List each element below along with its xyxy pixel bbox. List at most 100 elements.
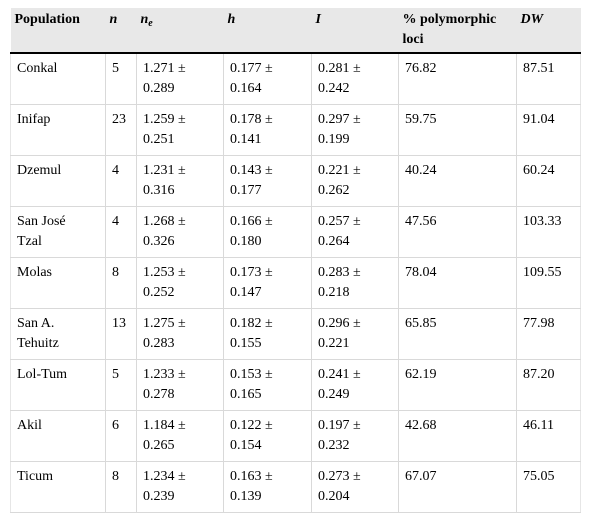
- table-row: Dzemul 4 1.231 ±0.316 0.143 ±0.177 0.221 ±0.…: [10, 155, 581, 207]
- header-polymorphic: % polymorphic loci: [398, 8, 517, 54]
- cell-h-line: 0.177: [230, 182, 262, 198]
- table-row: San A. Tehuitz 13 1.275 ±0.283 0.182 ±0.155 0…: [10, 308, 581, 360]
- cell-h-line: 0.182 ±: [230, 315, 273, 331]
- cell-n-line: 5: [112, 61, 119, 76]
- cell-h-line: 0.173 ±: [230, 264, 273, 280]
- cell-ne: 1.184 ± 0.265: [136, 410, 224, 462]
- table-row: Inifap 23 1.259 ±0.251 0.178 ±0.141 0.297 ±0…: [10, 104, 581, 156]
- header-i-label: I: [315, 12, 321, 27]
- cell-i: 0.241 ± 0.249: [311, 359, 399, 411]
- cell-population-line: San A.: [17, 315, 55, 331]
- cell-population: Akil: [10, 410, 106, 462]
- cell-n: 5: [105, 359, 137, 411]
- cell-h: 0.182 ± 0.155: [223, 308, 312, 360]
- cell-n: 8: [105, 257, 137, 309]
- cell-dw: 60.24: [516, 155, 581, 207]
- diversity-table: Population n ne h I % polymorphic loci DW…: [10, 8, 581, 513]
- header-n: n: [105, 8, 137, 54]
- cell-i-line: 0.281 ±: [318, 61, 361, 76]
- cell-ne-line: 0.278: [143, 386, 175, 402]
- cell-ne-line: 1.234 ±: [143, 468, 186, 484]
- cell-i: 0.283 ± 0.218: [311, 257, 399, 309]
- table-row: Ticum 8 1.234 ± 0.239 0.163 ± 0.139 0.273 ±0.2…: [10, 461, 581, 513]
- cell-dw: 77.98: [516, 308, 581, 360]
- header-dw: DW: [516, 8, 581, 54]
- cell-population-line: Conkal: [17, 61, 58, 76]
- header-dw-label: DW: [520, 12, 544, 27]
- cell-h-line: 0.163 ±: [230, 468, 273, 484]
- cell-population-line: Tehuitz: [17, 335, 59, 351]
- cell-polymorphic: 78.04: [398, 257, 517, 309]
- cell-i: 0.257 ± 0.264: [311, 206, 399, 258]
- cell-i-line: 0.283 ±: [318, 264, 361, 280]
- cell-population-line: Ticum: [17, 468, 54, 484]
- cell-h-line: 0.143 ±: [230, 162, 273, 178]
- cell-i-line: 0.221 ±: [318, 162, 361, 178]
- cell-population-line: Tzal: [17, 233, 42, 249]
- cell-h-line: 0.166 ±: [230, 213, 273, 229]
- header-ne: ne: [136, 8, 224, 54]
- cell-dw: 87.51: [516, 53, 581, 105]
- cell-i: 0.273 ± 0.204: [311, 461, 399, 513]
- cell-ne: 1.231 ± 0.316: [136, 155, 224, 207]
- cell-polymorphic: 67.07: [398, 461, 517, 513]
- cell-h: 0.173 ± 0.147: [223, 257, 312, 309]
- cell-dw: 109.55: [516, 257, 581, 309]
- cell-population: Molas: [10, 257, 106, 309]
- cell-dw-line: 103.33: [523, 213, 562, 229]
- cell-dw: 87.20: [516, 359, 581, 411]
- cell-polymorphic: 62.19: [398, 359, 517, 411]
- cell-dw-line: 109.55: [523, 264, 562, 280]
- cell-ne-line: 0.283: [143, 335, 175, 351]
- cell-n-line: 8: [112, 264, 119, 280]
- cell-polymorphic: 65.85: [398, 308, 517, 360]
- cell-n-line: 6: [112, 417, 119, 433]
- cell-n: 8: [105, 461, 137, 513]
- cell-h-line: 0.178 ±: [230, 111, 273, 127]
- cell-n-line: 4: [112, 162, 119, 178]
- cell-dw-line: 46.11: [523, 417, 554, 433]
- cell-i-line: 0.204: [318, 488, 350, 504]
- cell-h-line: 0.153 ±: [230, 366, 273, 382]
- cell-n: 6: [105, 410, 137, 462]
- cell-n: 4: [105, 206, 137, 258]
- cell-i-line: 0.264: [318, 233, 350, 249]
- cell-polymorphic: 42.68: [398, 410, 517, 462]
- cell-ne-line: 1.253 ±: [143, 264, 186, 280]
- cell-dw-line: 75.05: [523, 468, 555, 484]
- cell-h-line: 0.165: [230, 386, 262, 402]
- cell-ne-line: 0.252: [143, 284, 175, 300]
- cell-population-line: Inifap: [17, 111, 51, 127]
- cell-n-line: 23: [112, 111, 126, 127]
- cell-n-line: 4: [112, 213, 119, 229]
- cell-population-line: Lol-Tum: [17, 366, 68, 382]
- cell-ne-line: 0.239: [143, 488, 175, 504]
- cell-i-line: 0.221: [318, 335, 350, 351]
- header-h-label: h: [227, 12, 236, 27]
- cell-polymorphic-line: 78.04: [405, 264, 437, 280]
- cell-i-line: 0.249: [318, 386, 350, 402]
- cell-h-line: 0.180: [230, 233, 262, 249]
- header-ne-subscript: e: [148, 18, 153, 29]
- cell-h: 0.122 ± 0.154: [223, 410, 312, 462]
- cell-polymorphic: 76.82: [398, 53, 517, 105]
- cell-i-line: 0.257 ±: [318, 213, 361, 229]
- cell-ne: 1.268 ± 0.326: [136, 206, 224, 258]
- cell-h-line: 0.139: [230, 488, 262, 504]
- cell-ne-line: 1.233 ±: [143, 366, 186, 382]
- cell-i-line: 0.242: [318, 81, 350, 96]
- cell-h: 0.178 ± 0.141: [223, 104, 312, 156]
- cell-polymorphic: 59.75: [398, 104, 517, 156]
- cell-i: 0.297 ± 0.199: [311, 104, 399, 156]
- header-h: h: [223, 8, 312, 54]
- header-population-label: Population: [14, 12, 80, 27]
- cell-polymorphic-line: 40.24: [405, 162, 437, 178]
- cell-h-line: 0.164: [230, 81, 262, 96]
- cell-dw-line: 87.51: [523, 61, 555, 76]
- cell-ne-line: 1.271 ±: [143, 61, 186, 76]
- cell-dw: 75.05: [516, 461, 581, 513]
- cell-polymorphic-line: 76.82: [405, 61, 437, 76]
- cell-dw-line: 91.04: [523, 111, 555, 127]
- cell-i-line: 0.218: [318, 284, 350, 300]
- cell-h: 0.143 ± 0.177: [223, 155, 312, 207]
